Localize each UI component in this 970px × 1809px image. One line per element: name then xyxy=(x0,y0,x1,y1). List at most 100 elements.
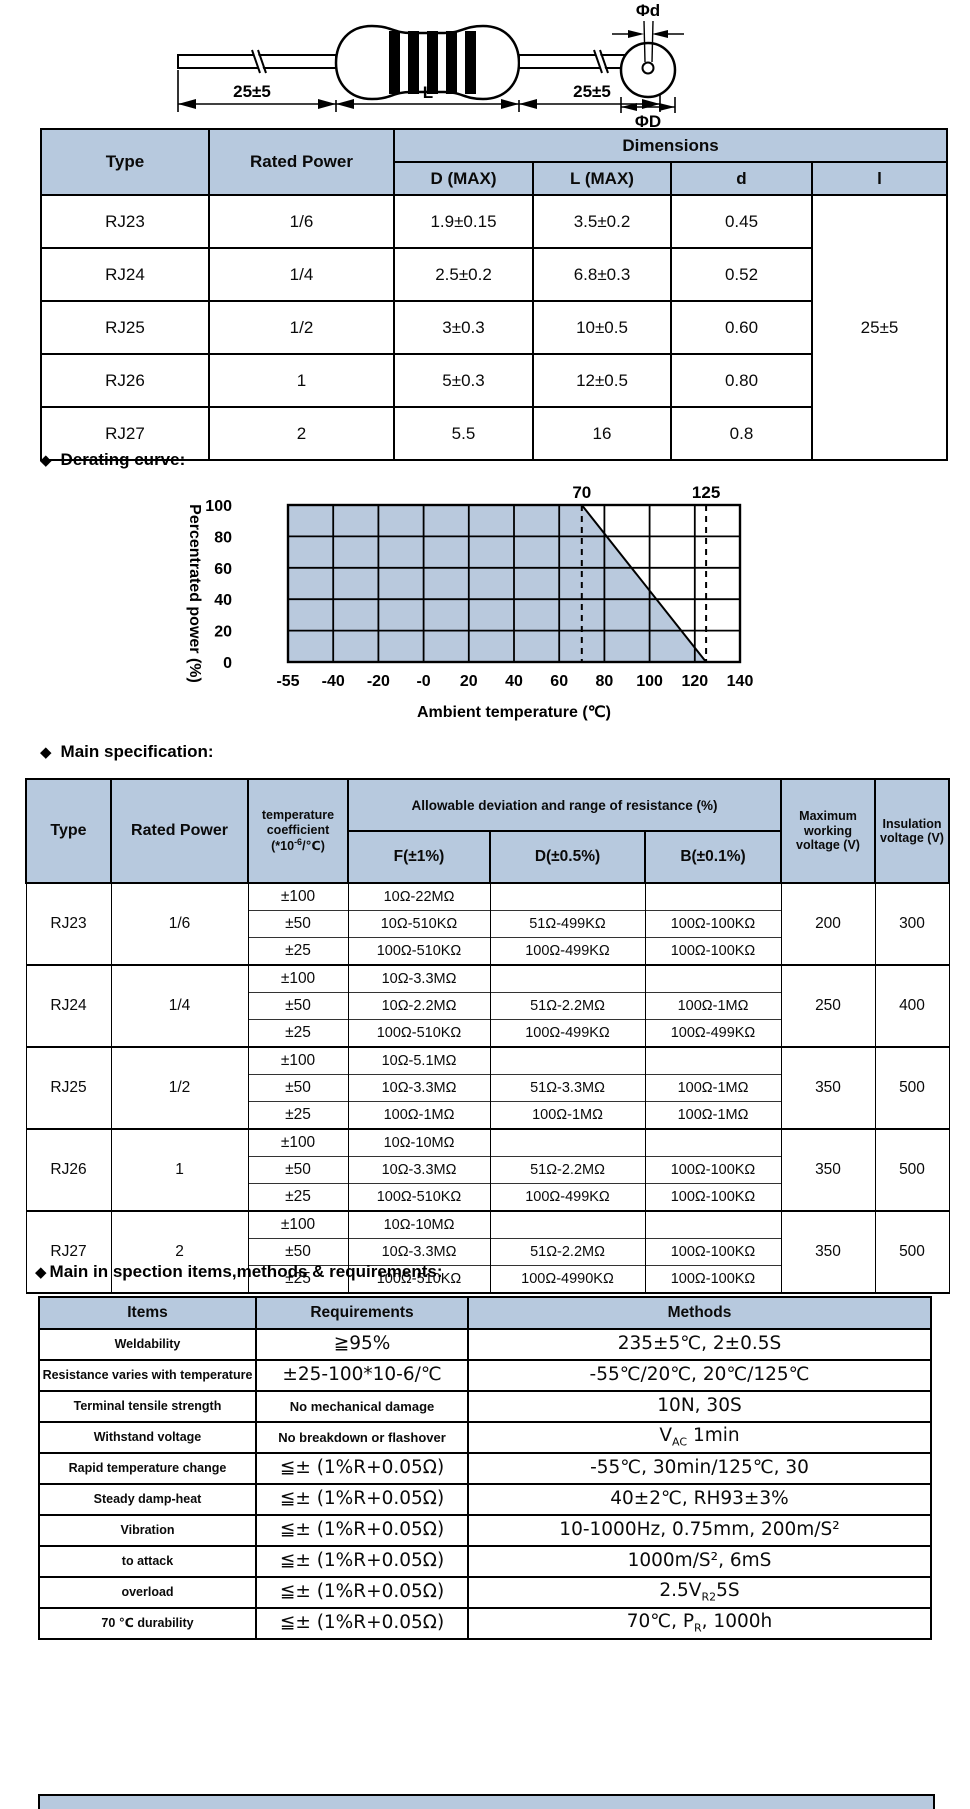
spec-temp-coefficient: ±50 xyxy=(247,992,349,1020)
inspection-section-heading: ◆ Main in spection items,methods & requir… xyxy=(35,1262,443,1282)
spec-row-rj25-100: RJ25 1/2 ±100 10Ω-5.1MΩ 350 500 xyxy=(25,1046,950,1129)
method-text-segment: R xyxy=(694,1621,702,1635)
spec-range-d xyxy=(489,882,646,911)
spec-temp-coefficient: ±50 xyxy=(247,1074,349,1102)
inspection-method: 1000m/S², 6mS xyxy=(467,1545,932,1578)
spec-temp-coefficient: ±50 xyxy=(247,1156,349,1184)
spec-rated-power: 1/4 xyxy=(110,964,249,1047)
spec-row-rj27-50: ±50 10Ω-3.3MΩ 51Ω-2.2MΩ 100Ω-100KΩ xyxy=(26,1238,949,1266)
lead-length-label: 25±5 xyxy=(573,82,611,101)
inspection-row: to attack ≦± (1%R+0.05Ω) 1000m/S², 6mS xyxy=(38,1545,932,1578)
spec-range-b: 100Ω-1MΩ xyxy=(644,992,782,1020)
lead-length-label: 25±5 xyxy=(233,82,271,101)
spec-header-max-voltage: Maximum working voltage (V) xyxy=(780,778,876,884)
inspection-item: Vibration xyxy=(38,1514,257,1547)
spec-range-d: 51Ω-3.3MΩ xyxy=(489,1074,646,1102)
spec-header-temp-coefficient: temperature coefficient (*10-6/℃) xyxy=(247,778,349,884)
tc-line2: coefficient xyxy=(266,822,330,837)
spec-range-d xyxy=(489,1046,646,1075)
spec-type: RJ25 xyxy=(25,1046,112,1129)
y-tick-label: 20 xyxy=(214,624,232,641)
spec-range-f: 10Ω-10MΩ xyxy=(347,1210,491,1239)
dim-header-d: d xyxy=(670,161,813,196)
dim-header-dimensions: Dimensions xyxy=(392,128,949,163)
inspection-item: 70 ℃ durability xyxy=(38,1607,257,1640)
dim-row: RJ25 1/2 3±0.3 10±0.5 0.60 xyxy=(40,300,947,355)
method-text-segment: 10-1000Hz, 0.75mm, 200m/S² xyxy=(559,1519,840,1541)
dim-arrow xyxy=(501,99,519,109)
spec-range-d xyxy=(489,1128,646,1157)
spec-header-b: B(±0.1%) xyxy=(644,830,782,884)
spec-range-b: 100Ω-1MΩ xyxy=(644,1101,782,1129)
x-tick-label: -20 xyxy=(367,673,390,690)
inspection-requirement: ±25-100*10-6/℃ xyxy=(255,1359,469,1392)
body-diameter-label: ΦD xyxy=(635,112,661,128)
inspection-row: Resistance varies with temperature ±25-10… xyxy=(38,1359,932,1392)
inspection-requirement: No mechanical damage xyxy=(255,1390,469,1423)
dim-lmax: 10±0.5 xyxy=(532,300,672,355)
spec-insulation-voltage: 500 xyxy=(874,1210,950,1293)
dim-header-type: Type xyxy=(40,128,210,196)
lead-break-mark xyxy=(593,49,603,74)
spec-temp-coefficient: ±100 xyxy=(247,964,349,993)
dim-dmax: 5.5 xyxy=(393,406,534,461)
resistor-dimension-drawing: 25±5 L 25±5 Φd ΦD xyxy=(177,1,684,131)
dim-power: 2 xyxy=(208,406,395,461)
spec-range-d: 100Ω-499KΩ xyxy=(489,937,646,965)
lead-break-mark xyxy=(599,49,609,74)
spec-range-b: 100Ω-100KΩ xyxy=(644,1238,782,1266)
method-text-segment: 1000m/S², 6mS xyxy=(627,1550,772,1572)
spec-range-f: 10Ω-5.1MΩ xyxy=(347,1046,491,1075)
spec-row-rj24-100: RJ24 1/4 ±100 10Ω-3.3MΩ 250 400 xyxy=(25,964,950,1047)
y-tick-label: 60 xyxy=(214,561,232,578)
dimensions-table: Type Rated Power Dimensions D (MAX) L (M… xyxy=(40,128,949,461)
dim-dmax: 1.9±0.15 xyxy=(393,194,534,249)
y-tick-label: 80 xyxy=(214,529,232,546)
dim-lmax: 3.5±0.2 xyxy=(532,194,672,249)
derating-heading-text: Derating curve: xyxy=(60,450,186,469)
dim-type: RJ27 xyxy=(40,406,210,461)
spec-rated-power: 2 xyxy=(110,1210,249,1293)
spec-range-b xyxy=(644,1128,782,1157)
y-tick-label: 40 xyxy=(214,592,232,609)
inspection-method: 70℃, PR, 1000h xyxy=(467,1607,932,1640)
inspection-item: overload xyxy=(38,1576,257,1609)
spec-insulation-voltage: 500 xyxy=(874,1128,950,1211)
inspection-method: -55℃, 30min/125℃, 30 xyxy=(467,1452,932,1485)
resistor-band xyxy=(465,31,476,94)
spec-range-f: 10Ω-510KΩ xyxy=(347,910,491,938)
spec-range-f: 10Ω-10MΩ xyxy=(347,1128,491,1157)
dim-d: 0.8 xyxy=(670,406,813,461)
inspection-row: Vibration ≦± (1%R+0.05Ω) 10-1000Hz, 0.75mm… xyxy=(38,1514,932,1547)
x-tick-label: 140 xyxy=(727,673,754,690)
dim-type: RJ25 xyxy=(40,300,210,355)
dim-header-rated-power: Rated Power xyxy=(208,128,395,196)
body-length-label: L xyxy=(423,83,433,102)
tc-base: (*10 xyxy=(271,839,295,854)
dim-type: RJ26 xyxy=(40,353,210,408)
spec-temp-coefficient: ±25 xyxy=(247,1183,349,1211)
spec-rated-power: 1/2 xyxy=(110,1046,249,1129)
spec-type: RJ24 xyxy=(25,964,112,1047)
inspection-requirement: ≦± (1%R+0.05Ω) xyxy=(255,1452,469,1485)
y-axis-title: Percentrated power (%) xyxy=(186,504,203,683)
resistor-band xyxy=(389,31,400,94)
inspection-requirement: ≦± (1%R+0.05Ω) xyxy=(255,1514,469,1547)
method-text-segment: 1min xyxy=(687,1425,740,1447)
spec-range-b: 100Ω-100KΩ xyxy=(644,1183,782,1211)
inspection-table: Items Requirements Methods Weldability ≧9… xyxy=(38,1296,932,1640)
dim-arrow xyxy=(621,103,637,111)
spec-range-d: 100Ω-4990KΩ xyxy=(489,1265,646,1293)
spec-range-d: 100Ω-499KΩ xyxy=(489,1183,646,1211)
dim-row: RJ27 2 5.5 16 0.8 xyxy=(40,406,947,461)
resistor-band xyxy=(427,31,438,94)
y-tick-label: 100 xyxy=(205,498,232,515)
spec-insulation-voltage: 300 xyxy=(874,882,950,965)
diamond-bullet-icon: ◆ xyxy=(35,1264,47,1281)
lead-break-mark xyxy=(251,49,261,74)
dim-lead-length: 25±5 xyxy=(810,194,949,461)
x-tick-label: -55 xyxy=(276,673,299,690)
dim-row: RJ24 1/4 2.5±0.2 6.8±0.3 0.52 xyxy=(40,247,947,302)
dim-arrow xyxy=(659,103,675,111)
